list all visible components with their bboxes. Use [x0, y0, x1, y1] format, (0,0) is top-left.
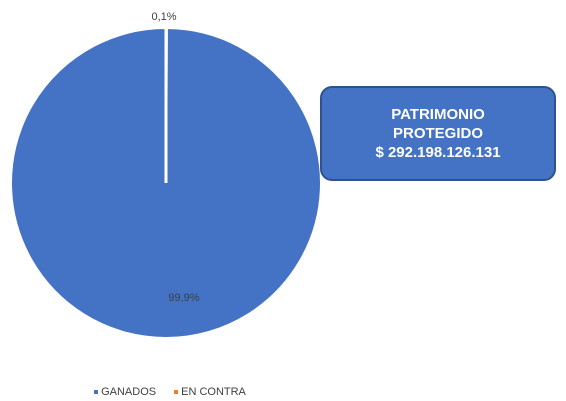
patrimonio-callout: PATRIMONIO PROTEGIDO $ 292.198.126.131 — [320, 86, 556, 181]
callout-line-2: PROTEGIDO — [392, 125, 483, 142]
callout-amount: $ 292.198.126.131 — [375, 144, 501, 161]
data-label-en-contra: 0,1% — [151, 11, 176, 23]
legend-label-en-contra: EN CONTRA — [181, 386, 246, 398]
legend-label-ganados: GANADOS — [101, 386, 157, 398]
legend: GANADOS EN CONTRA — [0, 386, 340, 398]
data-label-ganados: 99,9% — [168, 292, 199, 304]
callout-line-1: PATRIMONIO — [391, 106, 485, 123]
legend-item-en-contra: EN CONTRA — [174, 386, 246, 398]
legend-swatch-ganados — [94, 390, 99, 394]
legend-swatch-en-contra — [174, 390, 179, 394]
legend-item-ganados: GANADOS — [94, 386, 156, 398]
